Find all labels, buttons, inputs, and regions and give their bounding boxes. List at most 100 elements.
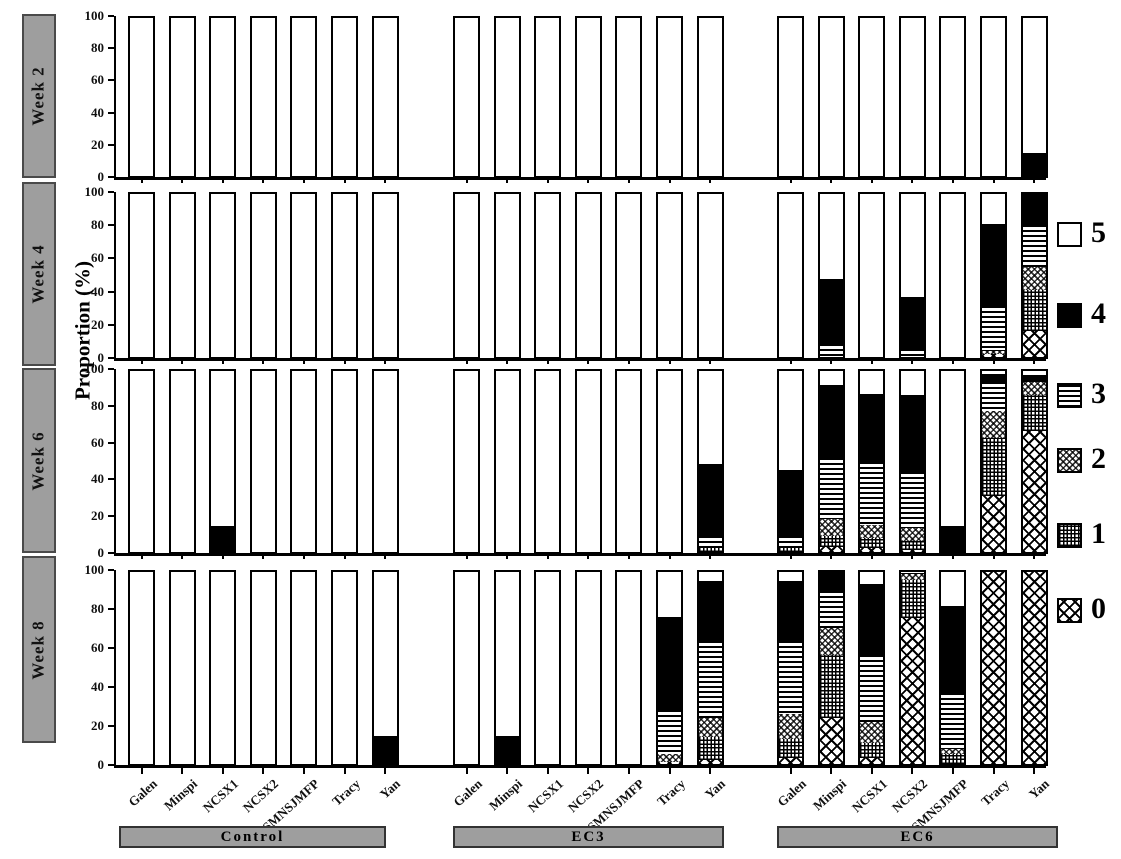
bar-week-8-ec6-tracy bbox=[980, 570, 1007, 766]
bar-week-8-control-tracy bbox=[331, 570, 358, 766]
bar-week-4-ec3-ncsx2 bbox=[574, 192, 602, 359]
x-tick bbox=[992, 360, 995, 364]
y-tick-label: 100 bbox=[84, 8, 105, 23]
bar-week-2-control-ncsx2 bbox=[249, 16, 277, 178]
bar-week-2-ec3-ncsx2 bbox=[574, 16, 602, 178]
bar-week-2-ec6-galen bbox=[777, 16, 804, 178]
segment-cat-1 bbox=[1022, 394, 1046, 431]
bar-week-6-control-galen bbox=[128, 369, 155, 554]
bar-week-8-control-galen bbox=[128, 570, 155, 766]
bar-week-2-ec3-ncsx1 bbox=[534, 16, 562, 178]
y-tick-label: 0 bbox=[97, 757, 105, 772]
y-tick bbox=[108, 15, 114, 17]
segment-cat-3 bbox=[982, 306, 1005, 351]
x-tick bbox=[546, 767, 549, 774]
segment-cat-2 bbox=[658, 754, 681, 763]
segment-cat-1 bbox=[982, 437, 1005, 496]
y-tick bbox=[108, 79, 114, 82]
segment-cat-2 bbox=[860, 524, 884, 538]
segment-cat-1 bbox=[860, 537, 884, 549]
bar-week-2-ec3-tracy bbox=[656, 16, 683, 178]
x-tick bbox=[343, 767, 346, 774]
y-tick-label: 80 bbox=[91, 397, 104, 413]
x-tick bbox=[546, 555, 549, 559]
bar-week-2-control-yan bbox=[371, 16, 399, 178]
y-tick bbox=[108, 725, 114, 727]
y-tick-label: 40 bbox=[91, 679, 104, 694]
y-tick-label: 100 bbox=[84, 361, 105, 376]
y-tick bbox=[108, 257, 114, 260]
x-tick bbox=[181, 555, 184, 559]
y-axis-line-week-4 bbox=[114, 192, 116, 360]
x-tick bbox=[951, 555, 954, 559]
legend-swatch-diagonal-crosshatch bbox=[1057, 448, 1082, 473]
bar-week-8-ec3-ncsx2 bbox=[574, 570, 602, 766]
segment-cat-4 bbox=[941, 606, 965, 693]
bar-week-2-ec3-yan bbox=[696, 16, 724, 178]
bar-week-6-ec3-tracy bbox=[656, 369, 683, 554]
x-tick bbox=[343, 360, 346, 364]
bar-week-8-control-smnsjmfp bbox=[290, 570, 318, 766]
x-tick bbox=[506, 555, 509, 559]
bar-week-4-control-yan bbox=[371, 192, 399, 359]
y-tick-label: 20 bbox=[91, 508, 104, 524]
bar-week-6-control-tracy bbox=[331, 369, 358, 554]
bar-week-6-ec3-ncsx1 bbox=[534, 369, 562, 554]
x-tick bbox=[302, 767, 305, 774]
x-tick bbox=[221, 360, 224, 364]
x-tick bbox=[668, 555, 671, 559]
bar-week-6-ec3-galen bbox=[453, 369, 480, 554]
y-tick bbox=[108, 404, 114, 407]
x-tick bbox=[302, 179, 305, 183]
segment-cat-3 bbox=[900, 472, 924, 529]
bar-week-6-ec6-ncsx2 bbox=[898, 369, 926, 554]
bar-week-6-ec3-ncsx2 bbox=[574, 369, 602, 554]
panel-label-week-8: Week 8 bbox=[29, 619, 49, 680]
x-tick bbox=[870, 179, 873, 183]
segment-cat-4 bbox=[982, 374, 1005, 382]
bar-week-4-control-galen bbox=[128, 192, 155, 359]
legend-label-1: 1 bbox=[1091, 517, 1106, 550]
segment-cat-2 bbox=[900, 528, 924, 542]
group-label-ec6: EC6 bbox=[900, 828, 935, 845]
bar-week-2-ec3-minspi bbox=[493, 16, 521, 178]
y-tick bbox=[108, 111, 114, 114]
bar-week-6-ec3-smnsjmfp bbox=[615, 369, 643, 554]
y-tick-label: 80 bbox=[91, 217, 104, 233]
segment-cat-3 bbox=[779, 641, 802, 715]
legend-label-3: 3 bbox=[1091, 377, 1106, 410]
segment-cat-3 bbox=[698, 535, 722, 549]
segment-cat-4 bbox=[1022, 376, 1046, 382]
y-tick-label: 40 bbox=[91, 471, 104, 487]
bar-week-4-ec3-galen bbox=[453, 192, 480, 359]
segment-cat-3 bbox=[779, 535, 802, 549]
x-tick bbox=[789, 179, 792, 183]
segment-cat-3 bbox=[819, 457, 843, 520]
segment-cat-0 bbox=[860, 548, 884, 552]
x-tick bbox=[992, 555, 995, 559]
x-tick bbox=[830, 360, 833, 364]
x-tick bbox=[992, 767, 995, 774]
x-tick bbox=[911, 360, 914, 364]
x-tick bbox=[870, 555, 873, 559]
segment-cat-2 bbox=[982, 350, 1005, 354]
y-tick-label: 0 bbox=[97, 169, 105, 184]
x-tick bbox=[221, 179, 224, 183]
bar-week-6-control-minspi bbox=[168, 369, 196, 554]
bar-week-6-ec3-yan bbox=[696, 369, 724, 554]
legend-label-5: 5 bbox=[1091, 216, 1106, 249]
segment-cat-2 bbox=[819, 519, 843, 536]
panel-label-week-2: Week 2 bbox=[29, 66, 49, 126]
x-tick bbox=[1033, 767, 1036, 774]
x-tick bbox=[587, 360, 590, 364]
segment-cat-0 bbox=[819, 546, 843, 552]
bar-week-6-ec6-minspi bbox=[817, 369, 845, 554]
x-tick bbox=[506, 767, 509, 774]
segment-cat-4 bbox=[819, 280, 843, 344]
legend-swatch-horizontal-lines bbox=[1057, 383, 1082, 408]
y-tick bbox=[108, 552, 114, 554]
bar-week-8-ec6-galen bbox=[777, 570, 804, 766]
segment-cat-3 bbox=[900, 348, 924, 357]
segment-cat-4 bbox=[941, 526, 965, 552]
